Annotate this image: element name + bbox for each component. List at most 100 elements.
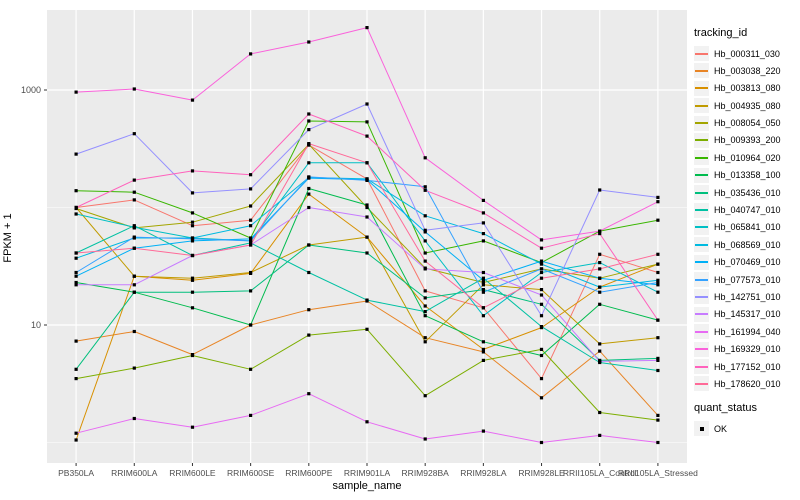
data-point — [307, 392, 311, 396]
data-point — [656, 270, 660, 275]
data-point — [481, 350, 485, 354]
legend-key-icon — [694, 46, 709, 61]
data-point — [598, 232, 602, 236]
x-tick-label: PB350LA — [58, 468, 94, 478]
data-point — [249, 52, 253, 56]
data-point — [656, 283, 660, 287]
data-point — [539, 325, 544, 329]
data-point — [481, 276, 485, 280]
data-point — [132, 290, 136, 294]
data-point — [481, 347, 485, 351]
data-point — [481, 239, 485, 243]
line-swatch-icon — [695, 122, 708, 125]
data-point — [190, 290, 195, 294]
legend-key-icon — [694, 324, 709, 340]
data-point — [365, 251, 369, 255]
data-point — [365, 178, 369, 182]
data-point — [423, 289, 427, 293]
data-point — [481, 306, 485, 310]
legend-item-label: Hb_003813_080 — [714, 83, 781, 94]
data-point — [190, 425, 195, 429]
data-point — [74, 367, 78, 371]
data-point — [423, 296, 427, 300]
data-point — [656, 356, 660, 360]
x-tick-label: RRIM600SE — [227, 468, 275, 478]
legend-key-icon — [694, 341, 709, 357]
x-tick-label: RRIM600LE — [169, 468, 216, 478]
line-swatch-icon — [695, 104, 708, 107]
data-point — [307, 119, 311, 123]
legend-item-label: Hb_065841_010 — [714, 222, 781, 233]
data-point — [249, 243, 253, 247]
data-point — [132, 178, 136, 182]
data-point — [423, 267, 427, 271]
data-point — [249, 187, 253, 191]
data-point — [74, 205, 78, 210]
data-point — [365, 26, 369, 30]
x-tick-label: RRIM928BA — [402, 468, 450, 478]
legend-key-icon — [694, 63, 709, 79]
legend-item-label: Hb_142751_010 — [714, 291, 781, 302]
data-point — [190, 224, 195, 228]
legend-quant-status: quant_status OK — [694, 402, 798, 437]
line-swatch-icon — [695, 295, 708, 298]
x-tick-label: RRIM600PE — [285, 468, 333, 478]
legend-key-icon — [694, 376, 709, 392]
data-point — [423, 310, 427, 314]
data-point — [598, 349, 602, 353]
data-point — [132, 274, 136, 278]
legend: tracking_id Hb_000311_030 Hb_003038_220 Hb… — [694, 27, 798, 438]
data-point — [132, 283, 136, 287]
legend-item-Hb_177152_010: Hb_177152_010 — [694, 358, 798, 375]
line-swatch-icon — [695, 365, 708, 368]
legend-key-icon — [694, 132, 709, 148]
data-point — [132, 246, 136, 250]
data-point — [656, 262, 660, 266]
data-point — [539, 288, 544, 292]
legend-item-label: Hb_077573_010 — [714, 274, 781, 285]
legend-key-icon — [694, 272, 709, 288]
data-point — [190, 353, 195, 358]
data-point — [423, 185, 427, 189]
data-point — [423, 304, 427, 308]
x-axis-title: sample_name — [332, 480, 402, 492]
line-swatch-icon — [695, 243, 708, 246]
legend-item-Hb_145317_010: Hb_145317_010 — [694, 306, 798, 323]
data-point — [307, 128, 311, 132]
data-point — [249, 204, 253, 208]
data-point — [539, 293, 544, 297]
legend-item-Hb_000311_030: Hb_000311_030 — [694, 45, 798, 62]
data-point — [539, 267, 544, 271]
data-point — [423, 188, 427, 192]
data-point — [249, 237, 253, 241]
data-point — [481, 232, 485, 236]
legend-key-icon — [694, 167, 709, 183]
data-point — [423, 251, 427, 255]
data-point — [365, 203, 369, 207]
data-point — [539, 347, 544, 351]
x-tick-label: RRII105LA_Control — [563, 468, 637, 478]
legend-item-Hb_142751_010: Hb_142751_010 — [694, 288, 798, 305]
legend-item-Hb_068569_010: Hb_068569_010 — [694, 236, 798, 253]
data-point — [598, 433, 602, 437]
legend-key-icon — [694, 98, 709, 114]
legend-item-Hb_008054_050: Hb_008054_050 — [694, 115, 798, 132]
data-point — [249, 241, 253, 245]
data-point — [249, 218, 253, 222]
data-point — [481, 198, 485, 202]
legend-item-Hb_013358_100: Hb_013358_100 — [694, 167, 798, 184]
data-point — [74, 152, 78, 156]
legend-item-Hb_003813_080: Hb_003813_080 — [694, 80, 798, 97]
y-tick-label: 1000 — [21, 85, 41, 95]
data-point — [598, 410, 602, 415]
data-point — [190, 211, 195, 215]
data-point — [656, 195, 660, 199]
data-point — [249, 323, 253, 327]
line-swatch-icon — [695, 348, 708, 351]
data-point — [481, 290, 485, 294]
data-point — [656, 318, 660, 322]
data-point — [132, 235, 136, 239]
data-point — [598, 252, 602, 256]
data-point — [656, 200, 660, 204]
data-point — [307, 40, 311, 44]
